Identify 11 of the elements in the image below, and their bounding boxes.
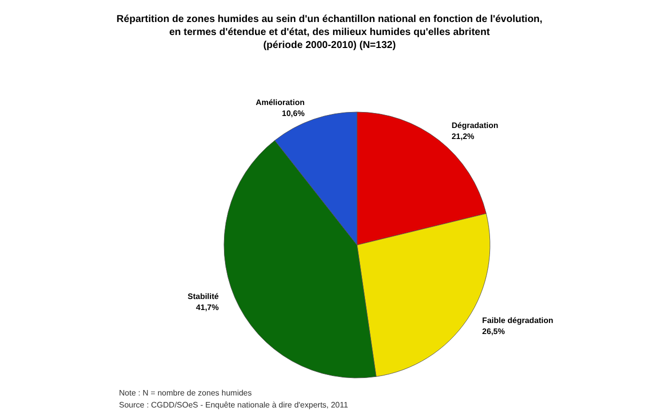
slice-label: Dégradation [452, 120, 498, 130]
slice-label: Faible dégradation [482, 316, 554, 326]
data-label: 10,6% [282, 108, 305, 118]
data-label: 41,7% [196, 303, 219, 312]
data-label: 21,2% [452, 132, 474, 141]
text: Note : N = nombre de zones humides [119, 388, 252, 398]
slice-label: Stabilité [188, 292, 220, 302]
chart-title: Répartition de zones humides au sein d'un échantillon national en fonction de l'évolution, en termes d'étendue et d'état, des milieux humides qu'elles abritent (période 2000-2010) (N=132) [116, 14, 543, 51]
data-label: 26,5% [482, 327, 505, 336]
slice-label: Amélioration [256, 98, 305, 107]
source-note: Source : CGDD/SOeS - Enquête nationale à dire d'experts, 2011 [119, 400, 349, 410]
